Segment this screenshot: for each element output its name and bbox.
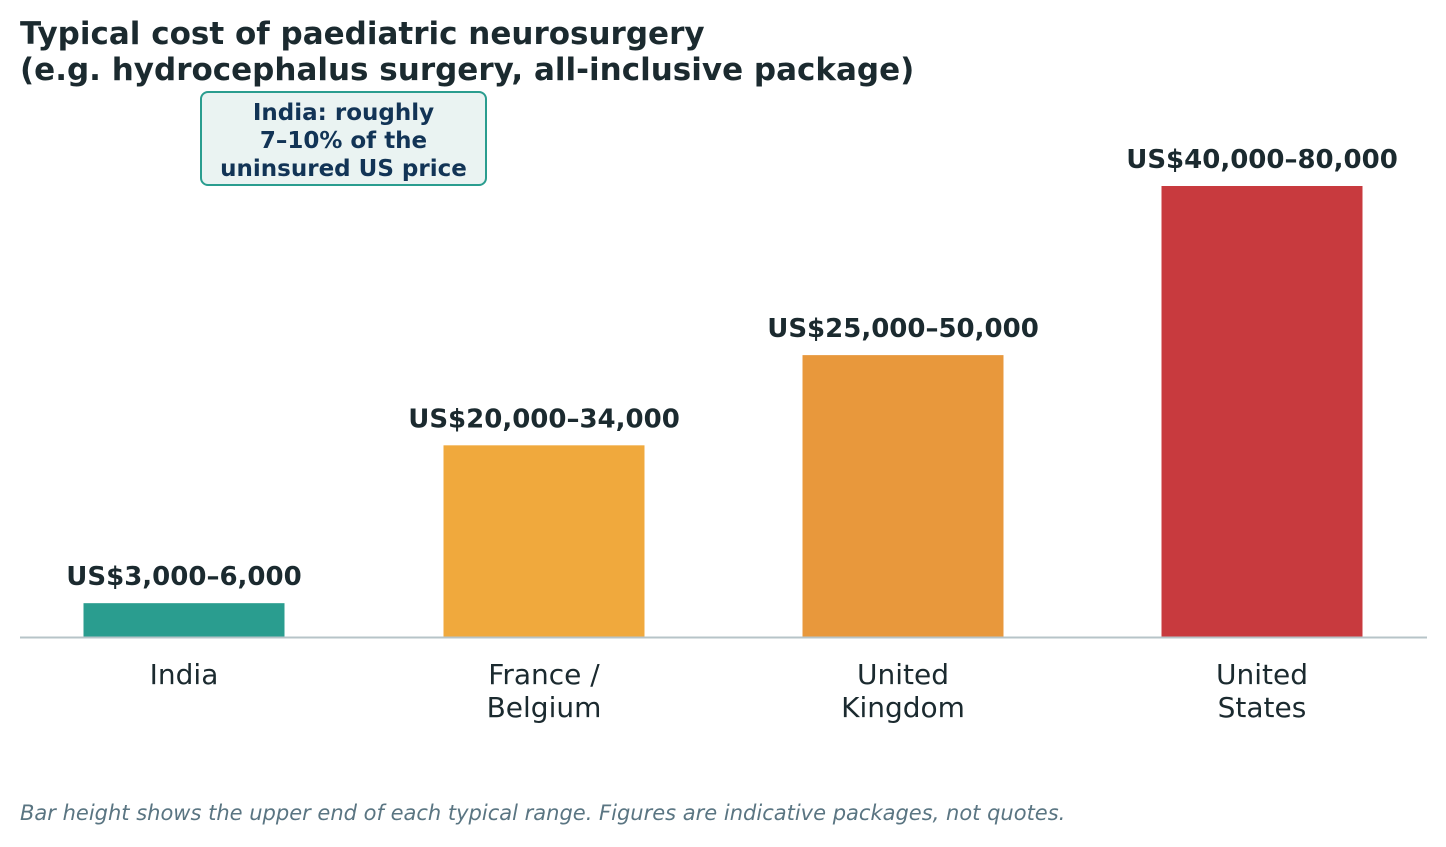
chart-title: Typical cost of paediatric neurosurgery …	[20, 16, 914, 88]
tick-label-united-kingdom: United Kingdom	[841, 658, 965, 724]
tick-label-india: India	[150, 658, 219, 691]
chart-title-line-2: (e.g. hydrocephalus surgery, all-inclusi…	[20, 52, 915, 88]
data-label-france-belgium: US$20,000–34,000	[408, 404, 680, 434]
data-label-united-states: US$40,000–80,000	[1126, 145, 1398, 175]
callout-line-2: 7–10% of the	[259, 128, 428, 154]
callout-line-1: India: roughly	[252, 100, 435, 126]
bar-united-states	[1161, 186, 1363, 637]
tick-label-united-states: United States	[1216, 658, 1308, 724]
bar-france-belgium	[443, 445, 645, 637]
chart-title-line-1: Typical cost of paediatric neurosurgery	[20, 16, 705, 52]
data-label-india: US$3,000–6,000	[66, 562, 301, 592]
bar-india	[83, 603, 285, 637]
chart-footnote: Bar height shows the upper end of each t…	[20, 801, 1066, 825]
india-callout-box: India: roughly 7–10% of the uninsured US…	[200, 91, 487, 186]
callout-line-3: uninsured US price	[220, 156, 467, 182]
bar-united-kingdom	[802, 355, 1004, 637]
data-label-united-kingdom: US$25,000–50,000	[767, 314, 1039, 344]
tick-label-france-belgium: France / Belgium	[487, 658, 602, 724]
